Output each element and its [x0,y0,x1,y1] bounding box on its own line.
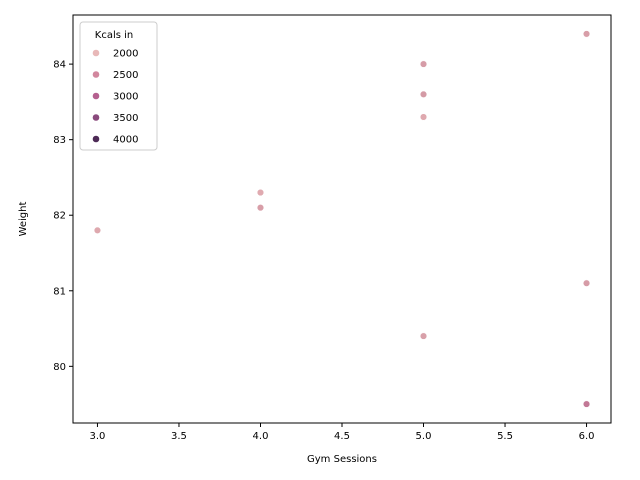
data-point [256,204,265,212]
y-tick-label: 82 [53,211,66,222]
data-point [582,279,591,287]
plot-area [72,14,612,424]
y-tick-label: 83 [53,135,66,146]
legend-label: 3000 [113,92,138,103]
legend-marker [92,92,100,100]
x-tick-label: 6.0 [579,431,595,442]
legend-entries: 2000 2500 3000 3500 4000 [92,49,138,146]
x-tick-label: 5.5 [497,431,513,442]
legend-frame [79,21,158,151]
x-tick-label: 4.0 [253,431,269,442]
data-point [419,332,428,340]
y-tick-label: 80 [53,362,66,373]
data-point [419,90,428,98]
legend-marker [92,114,100,121]
y-tick-label: 84 [53,60,66,71]
y-tick-label: 81 [53,286,66,297]
legend-marker [92,49,100,57]
legend-label: 3500 [113,113,138,124]
legend-label: 2000 [113,49,138,60]
x-tick-label: 5.0 [416,431,432,442]
legend-marker [92,71,100,78]
x-axis-ticks: 3.0 3.5 4.0 4.5 5.0 5.5 6.0 [90,423,595,442]
y-axis-label: Weight [18,202,29,237]
x-axis-label: Gym Sessions [307,454,377,465]
legend-marker [92,135,100,143]
x-tick-label: 3.5 [171,431,187,442]
legend-label: 4000 [113,135,138,146]
data-point [93,226,102,234]
data-point [419,60,428,68]
data-point [582,400,591,408]
legend: Kcals in 2000 2500 3000 3500 4000 [79,21,158,151]
data-point [582,30,591,38]
x-tick-label: 3.0 [90,431,106,442]
y-axis-ticks: 80 81 82 83 84 [53,60,73,373]
data-point [419,113,428,121]
data-points [93,30,591,408]
x-tick-label: 4.5 [334,431,350,442]
data-point [256,189,265,197]
legend-title: Kcals in [95,30,133,41]
legend-label: 2500 [113,70,138,81]
